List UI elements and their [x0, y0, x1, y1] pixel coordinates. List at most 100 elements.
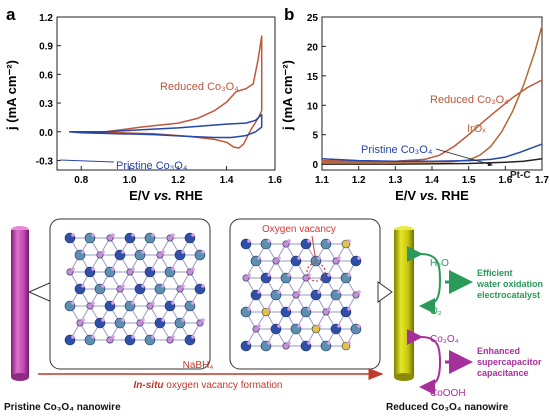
pristine-rod-bottom	[11, 373, 29, 381]
b-y-tick-label: 0	[312, 160, 318, 171]
reduced-crystal-structure	[240, 238, 362, 352]
crystal-atom	[66, 268, 74, 276]
a-y-tick-label: 0.0	[39, 128, 53, 139]
crystal-oxygen-atom	[337, 324, 341, 328]
b-y-tick-label: 5	[312, 131, 318, 142]
crystal-oxygen-atom	[71, 267, 75, 271]
crystal-oxygen-atom	[171, 335, 175, 339]
panel-b-annotation-pristine: Pristine Co₃O₄	[361, 144, 433, 156]
co3o4-label: Co₃O₄	[430, 334, 459, 345]
panel-a-label: a	[6, 5, 16, 24]
crystal-atom	[166, 234, 174, 242]
cooh-label: CoOOH	[430, 388, 466, 399]
crystal-oxygen-atom	[101, 284, 105, 288]
panel-b-pristine-leader	[435, 148, 493, 167]
crystal-oxygen-atom	[111, 233, 115, 237]
b-y-tick-label: 15	[307, 72, 319, 83]
crystal-oxygen-atom	[81, 284, 85, 288]
crystal-atom	[272, 257, 280, 265]
panel-a-annotation-reduced: Reduced Co₃O₄	[160, 81, 239, 93]
panel-b-y-axis-label: j (mA cm⁻²)	[280, 60, 295, 131]
crystal-oxygen-atom	[287, 307, 291, 311]
crystal-oxygen-atom	[141, 318, 145, 322]
crystal-oxygen-atom	[181, 284, 185, 288]
crystal-oxygen-atom	[111, 301, 115, 305]
a-x-tick-label: 1.4	[220, 175, 234, 186]
reduced-nanowire-rod	[394, 230, 414, 377]
crystal-oxygen-atom	[201, 250, 205, 254]
crystal-atom	[106, 336, 114, 344]
crystal-oxygen-atom	[347, 307, 351, 311]
crystal-oxygen-atom	[151, 233, 155, 237]
crystal-oxygen-atom	[297, 324, 301, 328]
crystal-oxygen-atom	[257, 256, 261, 260]
crystal-oxygen-atom	[91, 335, 95, 339]
crystal-oxygen-atom	[161, 284, 165, 288]
crystal-oxygen-atom	[287, 239, 291, 243]
schematic-diagram: Pristine Co₃O₄ nanowire Oxygen vacancy R…	[4, 218, 543, 413]
crystal-atom	[96, 251, 104, 259]
b-x-tick-label: 1.4	[425, 175, 439, 186]
a-x-tick-label: 1.6	[268, 175, 282, 186]
crystal-atom	[292, 291, 300, 299]
process-label: In-situ oxygen vacancy formation	[134, 380, 283, 391]
a-y-tick-label: 0.3	[39, 99, 53, 110]
b-y-tick-label: 25	[307, 13, 319, 24]
crystal-atom	[252, 325, 260, 333]
crystal-oxygen-atom	[277, 324, 281, 328]
crystal-oxygen-atom	[71, 301, 75, 305]
reduced-nanowire-label: Reduced Co₃O₄ nanowire	[386, 402, 509, 413]
crystal-oxygen-atom	[141, 250, 145, 254]
crystal-oxygen-atom	[267, 239, 271, 243]
pristine-callout-pointer	[27, 281, 53, 303]
crystal-atom	[242, 274, 250, 282]
crystal-oxygen-atom	[317, 256, 321, 260]
a-x-tick-label: 1.0	[123, 175, 137, 186]
crystal-atom	[166, 336, 174, 344]
crystal-oxygen-atom	[151, 301, 155, 305]
a-x-tick-label: 0.8	[74, 175, 88, 186]
a-y-tick-label: -0.3	[36, 156, 54, 167]
crystal-oxygen-atom	[317, 290, 321, 294]
oer-text-line2: water oxidation	[476, 279, 543, 289]
crystal-atom	[282, 342, 290, 350]
panel-a-y-axis-label: j (mA cm⁻²)	[4, 60, 19, 131]
crystal-oxygen-atom	[161, 250, 165, 254]
crystal-oxygen-atom	[287, 273, 291, 277]
reagent-label: NaBH₄	[183, 360, 214, 371]
panel-b-annotation-ptc: Pt-C	[510, 170, 531, 181]
oxygen-vacancy-label: Oxygen vacancy	[262, 224, 336, 235]
crystal-oxygen-atom	[317, 324, 321, 328]
crystal-oxygen-atom	[191, 335, 195, 339]
crystal-oxygen-atom	[327, 307, 331, 311]
crystal-oxygen-atom	[307, 273, 311, 277]
crystal-oxygen-atom	[247, 307, 251, 311]
crystal-oxygen-atom	[257, 290, 261, 294]
panel-a-x-ticks: 0.8 1.0 1.2 1.4 1.6	[74, 166, 282, 186]
crystal-oxygen-atom	[337, 290, 341, 294]
panel-b-annotation-iro: IrOₓ	[467, 123, 486, 135]
a-series-line-pristine	[69, 113, 263, 139]
crystal-oxygen-atom	[151, 267, 155, 271]
crystal-oxygen-atom	[357, 324, 361, 328]
crystal-atom	[126, 268, 134, 276]
b-series-line-ptc	[322, 158, 543, 165]
crystal-oxygen-atom	[161, 318, 165, 322]
crystal-oxygen-atom	[287, 341, 291, 345]
crystal-oxygen-atom	[337, 256, 341, 260]
a-y-tick-label: 1.2	[39, 13, 53, 24]
panel-b-chart: b 0 5 10 15 20 25 1.1 1.2 1.3 1.4 1.5 1.6 1.7 j (mA…	[280, 5, 549, 203]
crystal-oxygen-atom	[327, 273, 331, 277]
crystal-oxygen-atom	[91, 233, 95, 237]
reduced-callout-pointer	[377, 281, 393, 303]
crystal-oxygen-atom	[297, 290, 301, 294]
crystal-atom	[86, 302, 94, 310]
oer-text-line1: Efficient	[477, 268, 513, 278]
pristine-crystal-box	[49, 218, 211, 370]
crystal-oxygen-atom	[111, 267, 115, 271]
crystal-atom	[76, 319, 84, 327]
a-y-tick-label: 0.6	[39, 70, 53, 81]
crystal-oxygen-atom	[191, 301, 195, 305]
crystal-atom	[176, 285, 184, 293]
panel-b-series	[321, 25, 543, 165]
